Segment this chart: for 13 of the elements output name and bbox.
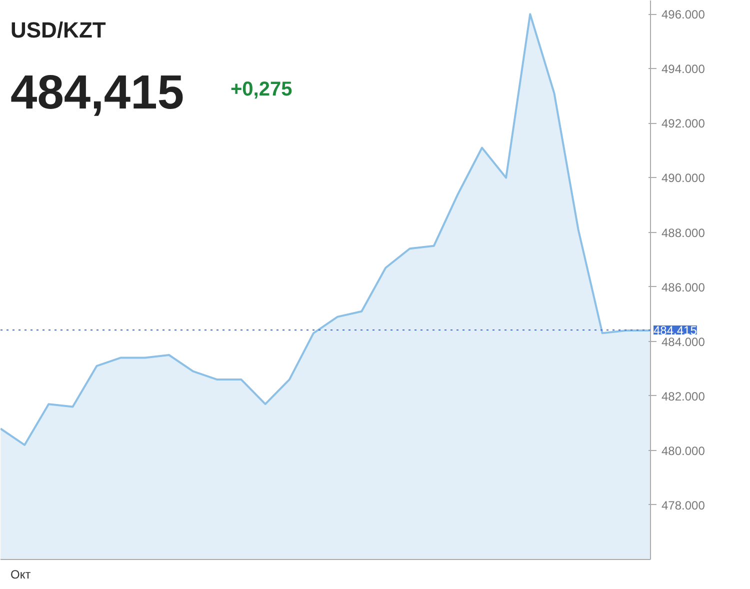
- y-tick-label: 486.000: [662, 280, 706, 294]
- y-tick-label: 496.000: [662, 8, 706, 22]
- text: Окт: [10, 568, 32, 582]
- text: 484,415: [10, 66, 184, 120]
- y-tick-label: 490.000: [662, 171, 706, 186]
- y-tick-label: 478.000: [662, 498, 706, 512]
- y-tick-label: 494.000: [662, 62, 706, 76]
- y-tick-label: 488.000: [662, 226, 706, 240]
- y-tick-label: 482.000: [662, 389, 706, 404]
- y-tick-label: 480.000: [662, 444, 706, 458]
- y-tick-label: 492.000: [662, 116, 706, 131]
- text: USD/KZT: [10, 18, 106, 42]
- annotation: +0,275: [230, 78, 292, 100]
